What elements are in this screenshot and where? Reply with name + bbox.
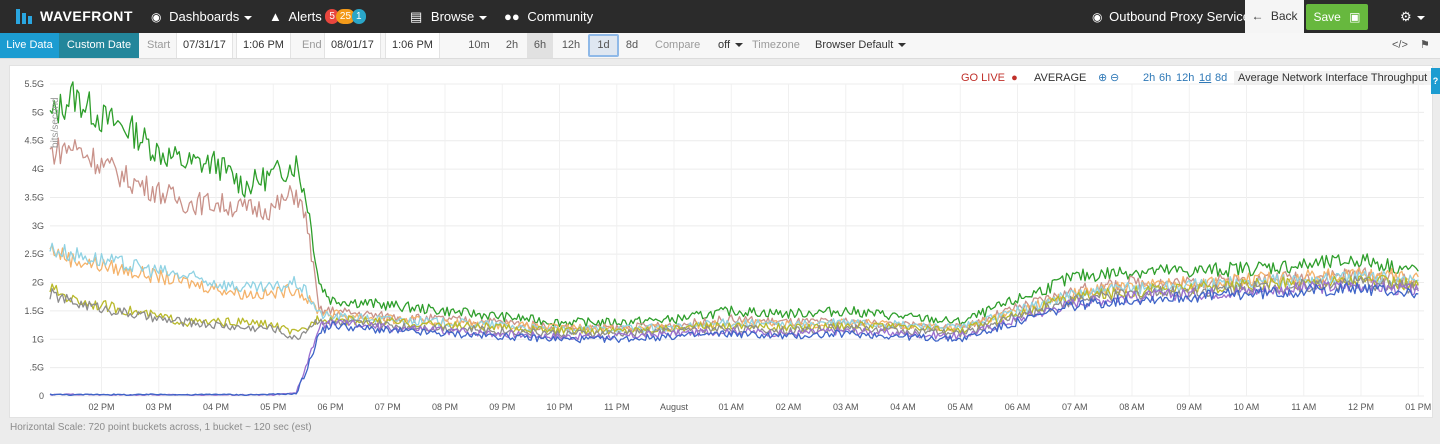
- timezone-select[interactable]: Browser Default: [815, 33, 907, 58]
- compare-label: Compare: [655, 39, 701, 51]
- timezone-value: Browser Default: [815, 39, 894, 51]
- chart-card: GO LIVE ● AVERAGE ⊕ ⊖ 2h 6h 12h 1d 8d Av…: [9, 65, 1433, 418]
- community-icon: ●●: [504, 9, 520, 24]
- app-logo[interactable]: WAVEFRONT: [40, 8, 133, 24]
- wavefront-logo-icon: [16, 9, 32, 24]
- community-link[interactable]: ●● Community: [504, 0, 593, 33]
- timezone-label: Timezone: [752, 39, 800, 51]
- save-button[interactable]: Save ▣: [1306, 4, 1368, 30]
- back-button[interactable]: ← Back: [1245, 0, 1304, 33]
- alert-count-warn: 25: [335, 9, 356, 25]
- alerts-label: Alerts: [288, 9, 322, 24]
- zoom-in-icon[interactable]: ⊕: [1098, 72, 1108, 84]
- back-arrow-icon: ←: [1251, 9, 1264, 23]
- zoom-out-icon[interactable]: ⊖: [1110, 72, 1120, 84]
- code-view-icon[interactable]: </>: [1392, 39, 1408, 51]
- chart-range-8d[interactable]: 8d: [1215, 72, 1228, 84]
- chart-range-2h[interactable]: 2h: [1143, 72, 1156, 84]
- browse-label: Browse: [430, 9, 475, 24]
- dashboards-label: Dashboards: [169, 9, 240, 24]
- settings-menu[interactable]: ⚙: [1400, 0, 1425, 33]
- flag-icon[interactable]: ⚑: [1420, 39, 1430, 51]
- chart-range-6h[interactable]: 6h: [1159, 72, 1172, 84]
- end-time-input[interactable]: 1:06 PM: [385, 33, 440, 58]
- dashboards-menu[interactable]: ◉ Dashboards: [151, 0, 253, 33]
- range-12h[interactable]: 12h: [561, 39, 581, 51]
- start-label: Start: [147, 39, 171, 51]
- community-label: Community: [527, 9, 594, 24]
- aggregation-select[interactable]: AVERAGE: [1034, 72, 1087, 84]
- chevron-down-icon: [735, 43, 744, 48]
- custom-date-button[interactable]: Custom Date: [59, 33, 139, 58]
- range-2h[interactable]: 2h: [505, 39, 519, 51]
- gear-icon: ⚙: [1400, 9, 1412, 24]
- horizontal-scale-note: Horizontal Scale: 720 point buckets acro…: [10, 422, 312, 433]
- go-live-label: GO LIVE: [961, 72, 1006, 84]
- chevron-down-icon: [244, 15, 253, 20]
- back-label: Back: [1270, 9, 1298, 23]
- chart-title: Average Network Interface Throughput: [1234, 71, 1432, 85]
- compare-select[interactable]: off: [718, 33, 744, 58]
- range-8d[interactable]: 8d: [625, 39, 639, 51]
- end-label: End: [302, 39, 322, 51]
- dashboard-icon: ◉: [1092, 10, 1103, 24]
- start-time-input[interactable]: 1:06 PM: [236, 33, 291, 58]
- save-icon: ▣: [1349, 10, 1361, 24]
- chevron-down-icon: [479, 15, 488, 20]
- range-10m[interactable]: 10m: [468, 39, 490, 51]
- dashboard-icon: ◉: [151, 10, 162, 24]
- record-icon: ●: [1011, 72, 1018, 84]
- live-data-button[interactable]: Live Data: [0, 33, 59, 58]
- range-6h[interactable]: 6h: [527, 33, 553, 58]
- go-live-button[interactable]: GO LIVE ●: [961, 71, 1018, 85]
- time-toolbar: Live Data Custom Date Start 07/31/17 1:0…: [0, 33, 1440, 59]
- chart-range-12h[interactable]: 12h: [1176, 72, 1195, 84]
- range-1d[interactable]: 1d: [588, 34, 619, 57]
- help-tab[interactable]: ?: [1431, 68, 1440, 94]
- dashboard-title: ◉ Outbound Proxy Service: [1092, 0, 1250, 33]
- browse-icon: ▤: [410, 9, 423, 24]
- start-date-input[interactable]: 07/31/17: [176, 33, 233, 58]
- dashboard-title-label: Outbound Proxy Service: [1109, 9, 1251, 24]
- browse-menu[interactable]: ▤ Browse: [410, 0, 488, 33]
- alerts-menu[interactable]: ▲ Alerts 5 25 1: [269, 0, 366, 33]
- chart-range-1d[interactable]: 1d: [1199, 72, 1212, 84]
- chevron-down-icon: [898, 43, 907, 48]
- chevron-down-icon: [1416, 15, 1425, 20]
- alert-count-severe: 5: [325, 9, 339, 25]
- alert-icon: ▲: [269, 9, 282, 24]
- end-date-input[interactable]: 08/01/17: [324, 33, 381, 58]
- compare-value: off: [718, 39, 731, 51]
- save-label: Save: [1313, 10, 1341, 24]
- alert-count-info: 1: [352, 9, 366, 25]
- top-nav-bar: WAVEFRONT ◉ Dashboards ▲ Alerts 5 25 1 ▤ B…: [0, 0, 1440, 33]
